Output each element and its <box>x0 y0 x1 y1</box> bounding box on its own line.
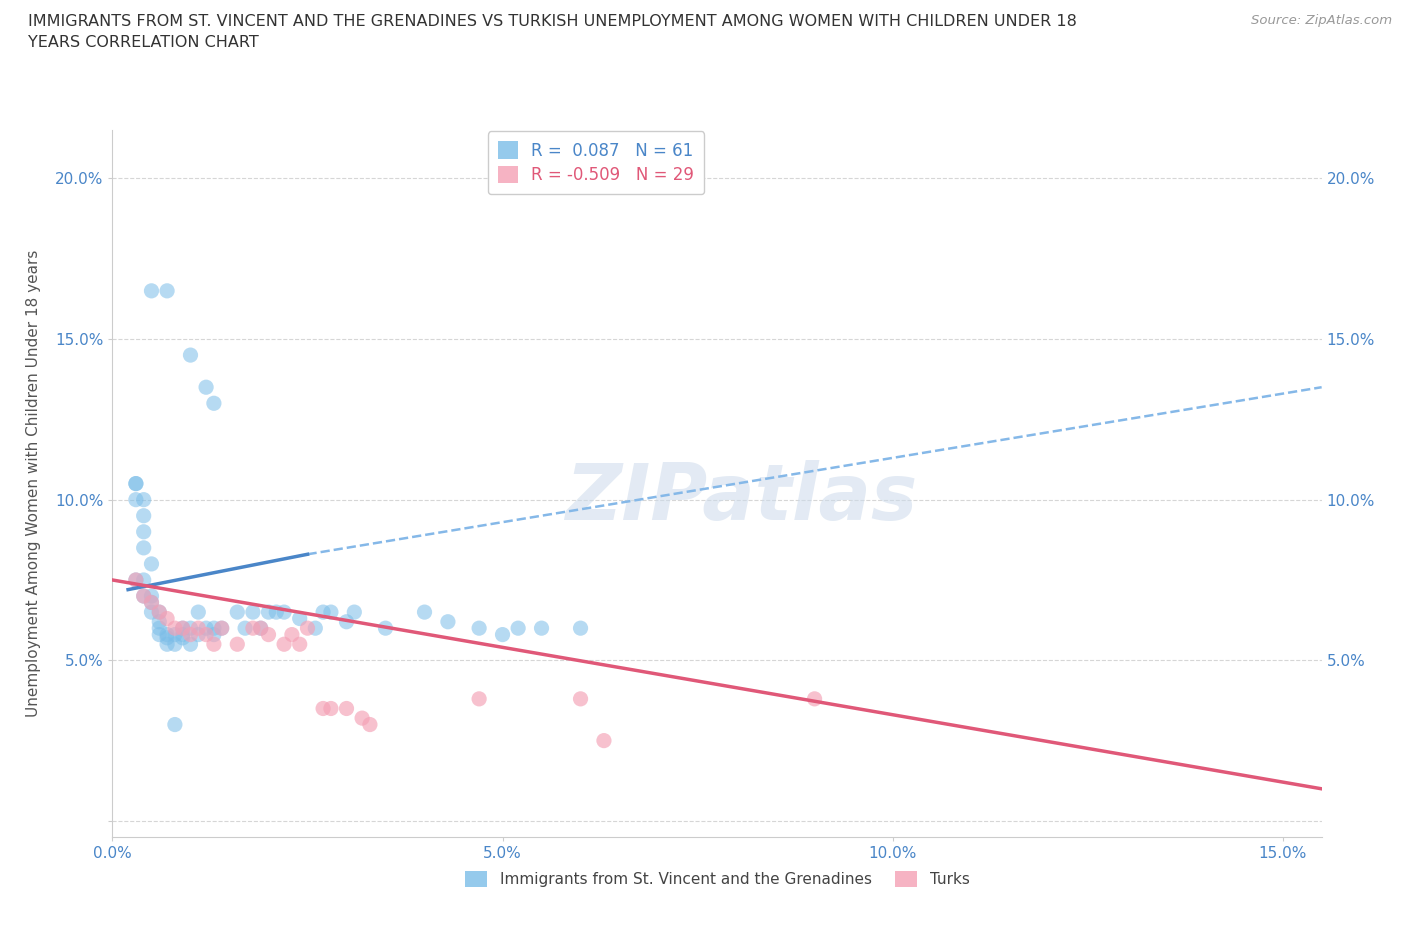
Point <box>125 492 148 507</box>
Point <box>242 620 264 635</box>
Point <box>148 604 170 619</box>
Point <box>242 604 264 619</box>
Text: ZIPatlas: ZIPatlas <box>565 459 917 536</box>
Point <box>803 691 825 706</box>
Point <box>141 604 163 619</box>
Point <box>335 615 357 630</box>
Point <box>202 620 225 635</box>
Point <box>273 604 295 619</box>
Point <box>508 620 530 635</box>
Point <box>125 573 148 588</box>
Text: Source: ZipAtlas.com: Source: ZipAtlas.com <box>1251 14 1392 27</box>
Point <box>312 604 335 619</box>
Point <box>312 701 335 716</box>
Point <box>148 627 170 642</box>
Point <box>148 615 170 630</box>
Point <box>593 733 616 748</box>
Point <box>569 620 592 635</box>
Point <box>172 620 194 635</box>
Y-axis label: Unemployment Among Women with Children Under 18 years: Unemployment Among Women with Children U… <box>27 250 41 717</box>
Point <box>163 637 186 652</box>
Point <box>335 701 357 716</box>
Point <box>156 284 179 299</box>
Text: IMMIGRANTS FROM ST. VINCENT AND THE GRENADINES VS TURKISH UNEMPLOYMENT AMONG WOM: IMMIGRANTS FROM ST. VINCENT AND THE GREN… <box>28 14 1077 50</box>
Point <box>132 540 155 555</box>
Point <box>202 637 225 652</box>
Point <box>491 627 513 642</box>
Point <box>468 620 491 635</box>
Point <box>179 627 201 642</box>
Point <box>288 611 311 626</box>
Point <box>226 604 249 619</box>
Point <box>125 573 148 588</box>
Point <box>319 604 342 619</box>
Point <box>141 556 163 571</box>
Point <box>156 611 179 626</box>
Point <box>172 620 194 635</box>
Point <box>132 589 155 604</box>
Point <box>211 620 233 635</box>
Point <box>132 509 155 524</box>
Point <box>163 717 186 732</box>
Point <box>304 620 326 635</box>
Point <box>273 637 295 652</box>
Point <box>569 691 592 706</box>
Point <box>125 476 148 491</box>
Point <box>163 627 186 642</box>
Point <box>257 627 280 642</box>
Point <box>352 711 374 725</box>
Point <box>187 620 209 635</box>
Point <box>374 620 396 635</box>
Point <box>343 604 366 619</box>
Point <box>288 637 311 652</box>
Point <box>141 595 163 610</box>
Point <box>132 589 155 604</box>
Point <box>195 620 218 635</box>
Point <box>319 701 342 716</box>
Point <box>226 637 249 652</box>
Point <box>211 620 233 635</box>
Point <box>257 604 280 619</box>
Point <box>249 620 271 635</box>
Point <box>179 620 201 635</box>
Point <box>437 615 460 630</box>
Point <box>156 631 179 645</box>
Point <box>156 637 179 652</box>
Point <box>141 284 163 299</box>
Point <box>172 627 194 642</box>
Point <box>187 604 209 619</box>
Point <box>281 627 304 642</box>
Point <box>297 620 319 635</box>
Point <box>195 627 218 642</box>
Point <box>187 627 209 642</box>
Point <box>179 637 201 652</box>
Point <box>468 691 491 706</box>
Point <box>141 595 163 610</box>
Point <box>233 620 256 635</box>
Point <box>195 379 218 394</box>
Point <box>179 348 201 363</box>
Point <box>163 620 186 635</box>
Point <box>141 589 163 604</box>
Point <box>132 573 155 588</box>
Point <box>202 396 225 411</box>
Point <box>266 604 288 619</box>
Point <box>132 525 155 539</box>
Point <box>125 476 148 491</box>
Point <box>148 604 170 619</box>
Point <box>172 631 194 645</box>
Point <box>132 492 155 507</box>
Point <box>202 627 225 642</box>
Point <box>413 604 436 619</box>
Point <box>249 620 271 635</box>
Point <box>148 620 170 635</box>
Legend: Immigrants from St. Vincent and the Grenadines, Turks: Immigrants from St. Vincent and the Gren… <box>458 865 976 893</box>
Point <box>156 627 179 642</box>
Point <box>530 620 553 635</box>
Point <box>359 717 381 732</box>
